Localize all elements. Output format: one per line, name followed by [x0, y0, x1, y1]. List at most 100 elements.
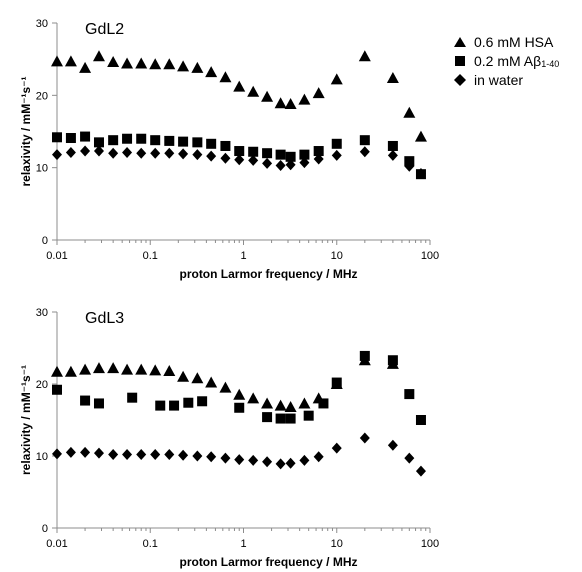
chart-1-x-tick-label: 100 — [421, 250, 439, 262]
chart-2-series-3-diamond-point — [313, 451, 324, 463]
chart-2-x-tick-label: 0.1 — [143, 538, 158, 550]
chart-2-series-2-square-point — [93, 398, 104, 409]
legend-item-water: in water — [452, 70, 559, 89]
chart-1-series-1-triangle-point — [233, 80, 246, 92]
chart-2-series-2-square-point — [359, 350, 370, 361]
chart-2-series-1-triangle-point — [247, 392, 260, 404]
chart-2-y-tick-label: 10 — [36, 451, 48, 463]
legend-item-abeta: 0.2 mM Aβ 1-40 — [452, 51, 559, 70]
chart-1-series-3-diamond-point — [313, 153, 324, 165]
chart-2-series-1-triangle-point — [149, 364, 162, 376]
chart-1-series-2-square-point — [178, 136, 189, 147]
chart-1-x-tick-label: 1 — [240, 250, 246, 262]
chart-1-series-1-triangle-point — [219, 71, 232, 83]
chart-2-series-1-triangle-point — [92, 362, 105, 374]
chart-2-series-3-diamond-point — [206, 451, 217, 463]
chart-1-series-1-triangle-point — [92, 50, 105, 62]
chart-2-series-1-triangle-point — [64, 365, 77, 377]
chart-1-series-1-triangle-point — [64, 55, 77, 67]
chart-1-y-tick-label: 30 — [36, 18, 48, 30]
chart-2-series-3-diamond-point — [285, 457, 296, 469]
chart-2-series-3-diamond-point — [359, 432, 370, 444]
chart-2-series-3-diamond-point — [262, 456, 273, 468]
chart-1-series-3-diamond-point — [387, 149, 398, 161]
chart-2-x-tick-label: 10 — [331, 538, 343, 550]
chart-2-series-3-diamond-point — [65, 446, 76, 458]
chart-1-series-1-triangle-point — [358, 50, 371, 62]
chart-1-series-3-diamond-point — [122, 146, 133, 158]
chart-1-x-tick-label: 0.1 — [143, 250, 158, 262]
chart-1-series-3-diamond-point — [299, 157, 310, 169]
legend-label-abeta-subscript: 1-40 — [541, 58, 560, 69]
chart-1-series-1-triangle-point — [121, 57, 134, 69]
chart-1-series-2-square-point — [150, 135, 161, 146]
chart-2-y-axis-label: relaxivity / mM⁻¹s⁻¹ — [19, 365, 33, 475]
chart-1-series-2-square-point — [122, 133, 133, 144]
chart-2-series-1-triangle-point — [274, 399, 287, 411]
chart-1-series-3-diamond-point — [275, 159, 286, 171]
chart-1-series-2-square-point — [136, 133, 147, 144]
chart-2-series-2-square-point — [262, 412, 273, 423]
chart-1-series-3-diamond-point — [52, 149, 62, 161]
chart-1-series-1-triangle-point — [107, 56, 120, 68]
chart-1-series-2-square-point — [359, 135, 370, 146]
chart-1-series-3-diamond-point — [80, 145, 91, 157]
chart-1-series-1-triangle-point — [205, 66, 218, 78]
chart-2-series-1-triangle-point — [261, 397, 274, 409]
chart-2-series-1-triangle-point — [191, 372, 204, 384]
chart-2-y-tick-label: 20 — [36, 379, 48, 391]
chart-2-x-tick-label: 1 — [240, 538, 246, 550]
chart-2-series-3-diamond-point — [404, 452, 415, 464]
chart-2-series-3-diamond-point — [275, 458, 286, 470]
chart-1-series-3-diamond-point — [206, 150, 217, 162]
chart-2-series-1-triangle-point — [51, 365, 63, 377]
chart-2-series-1-triangle-point — [233, 388, 246, 400]
chart-2-series-2-square-point — [318, 398, 329, 409]
chart-1-series-1-triangle-point — [298, 93, 311, 105]
chart-1-series-3-diamond-point — [150, 147, 161, 159]
chart-2-series-2-square-point — [169, 400, 180, 411]
chart-2-series-3-diamond-point — [52, 448, 62, 460]
chart-1-series-1-triangle-point — [261, 90, 274, 102]
chart-2-series-3-diamond-point — [108, 449, 119, 461]
chart-2-series-3-diamond-point — [122, 449, 133, 461]
chart-1-series-1-triangle-point — [274, 97, 287, 109]
chart-2-series-1-triangle-point — [135, 363, 148, 375]
legend-label-water: in water — [474, 71, 524, 88]
chart-2-series-1-triangle-point — [219, 381, 232, 393]
chart-2-series-2-square-point — [234, 402, 245, 413]
chart-1-series-3-diamond-point — [192, 149, 203, 161]
chart-2-series-1-triangle-point — [298, 397, 311, 409]
chart-1-series-3-diamond-point — [178, 148, 189, 160]
chart-2-series-2-square-point — [127, 392, 138, 403]
chart-1-series-3-diamond-point — [164, 147, 175, 159]
chart-1-series-3-diamond-point — [262, 157, 273, 169]
chart-1-x-tick-label: 10 — [331, 250, 343, 262]
chart-1-y-tick-label: 10 — [36, 163, 48, 175]
chart-2-series-2-square-point — [331, 377, 342, 388]
chart-2-series-1-triangle-point — [205, 376, 218, 388]
chart-2-series-3-diamond-point — [220, 452, 231, 464]
chart-2-series-3-diamond-point — [331, 442, 342, 454]
chart-2-series-2-square-point — [415, 415, 426, 425]
chart-2-series-3-diamond-point — [136, 449, 147, 461]
chart-2-series-3-diamond-point — [299, 454, 310, 466]
chart-1-series-1-triangle-point — [177, 60, 190, 72]
chart-1-y-axis-label: relaxivity / mM⁻¹s⁻¹ — [19, 76, 33, 186]
chart-2-series-1-triangle-point — [107, 362, 120, 374]
chart-1-series-2-square-point — [275, 149, 286, 160]
legend-label-hsa: 0.6 mM HSA — [474, 33, 554, 50]
chart-2-series-3-diamond-point — [234, 454, 245, 466]
triangle-marker-icon — [452, 36, 468, 48]
chart-2-series-3-diamond-point — [192, 450, 203, 462]
chart-2-series-3-diamond-point — [387, 439, 398, 451]
chart-2-series-3-diamond-point — [178, 449, 189, 461]
chart-1-series-2-square-point — [331, 138, 342, 149]
chart-2-series-1-triangle-point — [177, 370, 190, 382]
chart-1-series-1-triangle-point — [386, 71, 399, 83]
chart-1-series-2-square-point — [93, 137, 104, 148]
chart-1-series-3-diamond-point — [415, 167, 426, 179]
chart-2-series-2-square-point — [404, 389, 415, 400]
chart-2-series-1-triangle-point — [163, 365, 176, 377]
chart-1-series-1-triangle-point — [403, 106, 416, 118]
